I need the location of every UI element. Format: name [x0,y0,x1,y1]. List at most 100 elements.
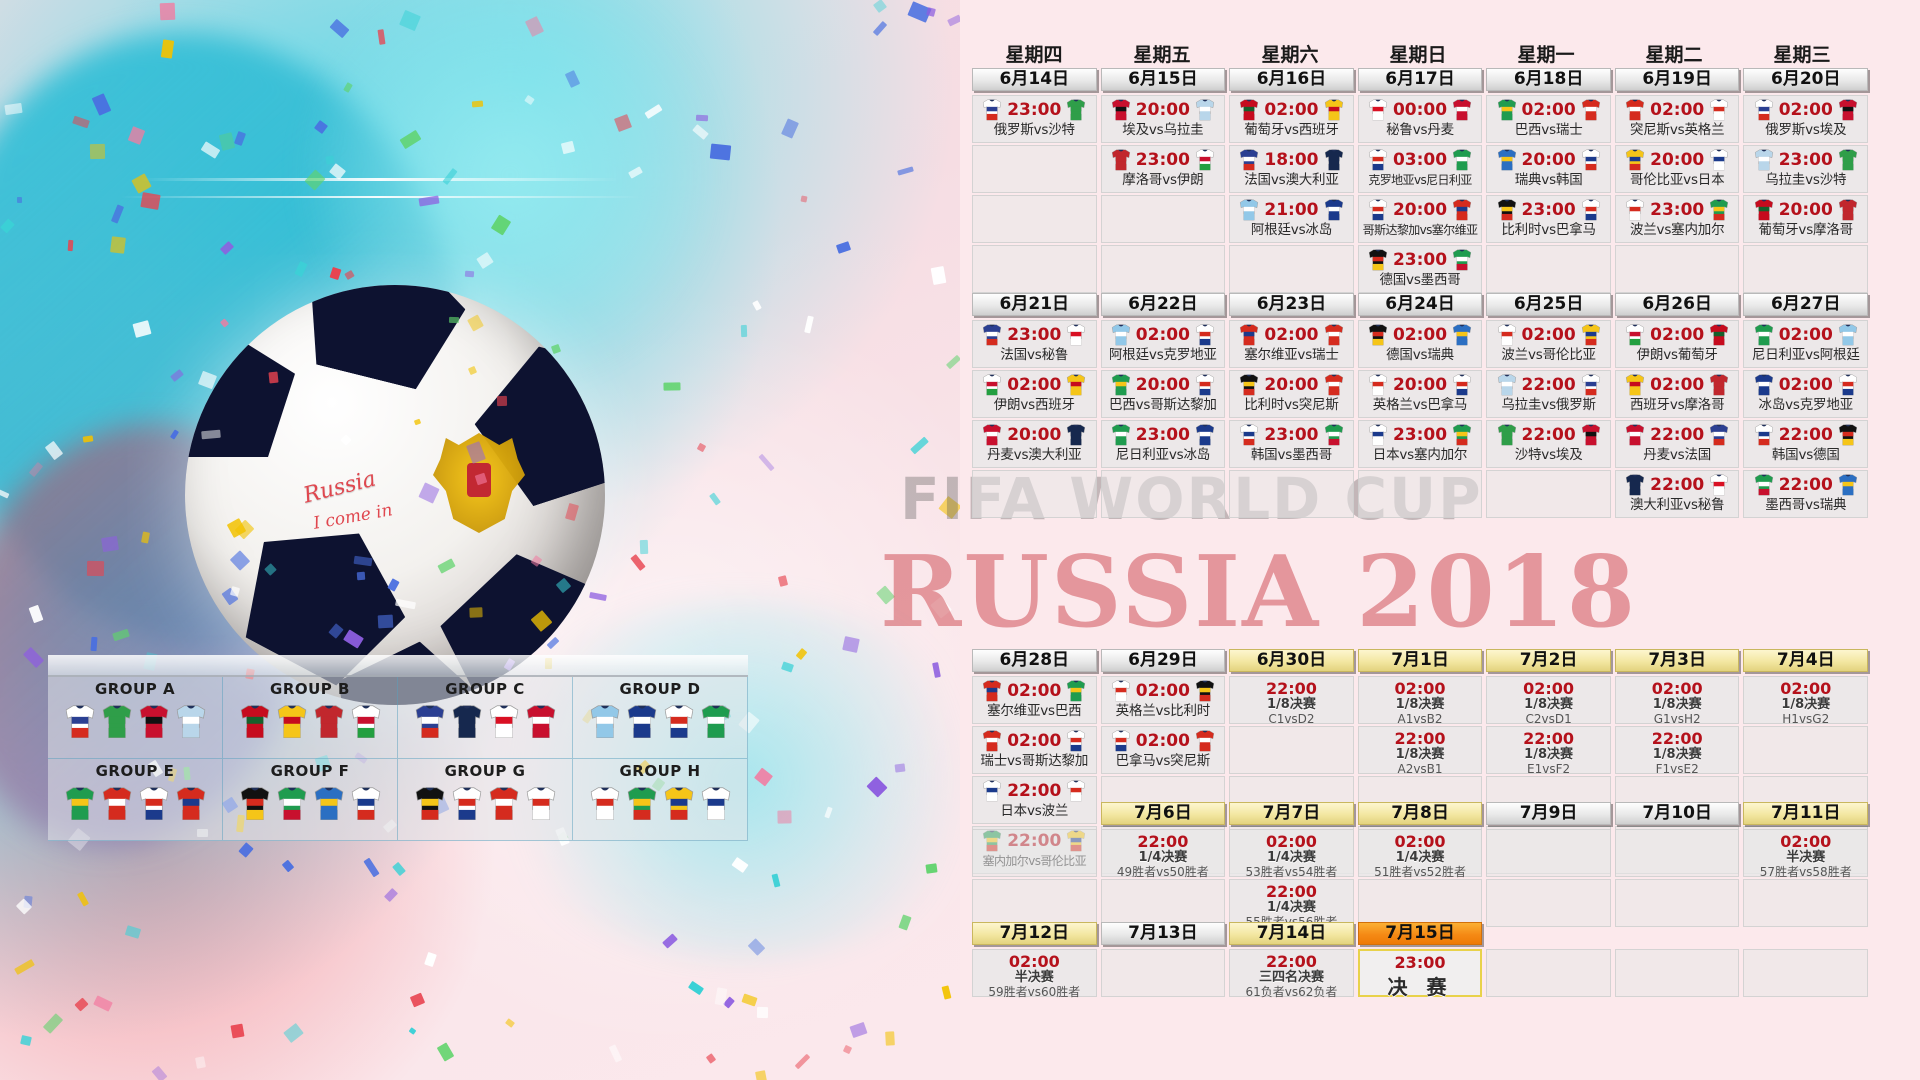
group-match-card[interactable]: 00:00 秘鲁vs丹麦 [1357,95,1483,143]
date-chip[interactable]: 7月14日 [1229,922,1354,945]
date-chip[interactable]: 7月15日 [1357,922,1483,945]
group-card-h[interactable]: GROUP H [573,759,748,841]
group-match-card[interactable]: 23:00 俄罗斯vs沙特 [972,95,1097,143]
group-card-d[interactable]: GROUP D [573,677,748,759]
group-card-a[interactable]: GROUP A [48,677,223,759]
group-match-card[interactable]: 22:00 丹麦vs法国 [1614,420,1740,468]
group-match-card[interactable]: 02:00 塞尔维亚vs巴西 [972,676,1097,724]
date-chip[interactable]: 7月10日 [1614,802,1740,825]
date-chip[interactable]: 7月12日 [972,922,1097,945]
date-chip[interactable]: 6月21日 [972,293,1097,316]
date-chip[interactable]: 6月25日 [1486,293,1611,316]
group-match-card[interactable]: 23:00 日本vs塞内加尔 [1357,420,1483,468]
date-chip[interactable]: 6月26日 [1614,293,1740,316]
date-chip[interactable]: 7月6日 [1100,802,1226,825]
group-match-card[interactable]: 23:00 德国vs墨西哥 [1357,245,1483,293]
group-match-card[interactable]: 22:00 乌拉圭vs俄罗斯 [1486,370,1611,418]
group-match-card[interactable]: 02:00 伊朗vs西班牙 [972,370,1097,418]
date-chip[interactable]: 7月13日 [1100,922,1226,945]
group-match-card[interactable]: 02:00 阿根廷vs克罗地亚 [1100,320,1226,368]
group-match-card[interactable]: 20:00 巴西vs哥斯达黎加 [1100,370,1226,418]
date-chip[interactable]: 6月20日 [1743,68,1869,91]
group-match-card[interactable]: 20:00 比利时vs突尼斯 [1229,370,1354,418]
date-chip[interactable]: 6月22日 [1100,293,1226,316]
knockout-match-card[interactable]: 02:00 1/4决赛 53胜者vs54胜者 [1229,829,1354,879]
group-match-card[interactable]: 22:00 沙特vs埃及 [1486,420,1611,468]
group-match-card[interactable]: 20:00 哥斯达黎加vs塞尔维亚 [1357,195,1483,243]
date-chip[interactable]: 7月4日 [1743,649,1869,672]
group-match-card[interactable]: 23:00 摩洛哥vs伊朗 [1100,145,1226,193]
knockout-match-card[interactable]: 02:00 1/8决赛 G1vsH2 [1614,676,1740,726]
knockout-match-card[interactable]: 02:00 1/8决赛 C2vsD1 [1486,676,1611,726]
group-match-card[interactable]: 02:00 巴西vs瑞士 [1486,95,1611,143]
knockout-match-card[interactable]: 22:00 1/4决赛 49胜者vs50胜者 [1100,829,1226,879]
group-match-card[interactable]: 23:00 韩国vs墨西哥 [1229,420,1354,468]
group-match-card[interactable]: 20:00 哥伦比亚vs日本 [1614,145,1740,193]
group-card-g[interactable]: GROUP G [398,759,573,841]
group-match-card[interactable]: 02:00 冰岛vs克罗地亚 [1743,370,1869,418]
group-match-card[interactable]: 23:00 波兰vs塞内加尔 [1614,195,1740,243]
group-match-card[interactable]: 02:00 英格兰vs比利时 [1100,676,1226,724]
group-match-card[interactable]: 23:00 比利时vs巴拿马 [1486,195,1611,243]
knockout-match-card[interactable]: 22:00 1/8决赛 E1vsF2 [1486,726,1611,776]
knockout-match-card[interactable]: 02:00 半决赛 59胜者vs60胜者 [972,949,1097,999]
group-match-card[interactable]: 20:00 葡萄牙vs摩洛哥 [1743,195,1869,243]
group-match-card[interactable]: 02:00 西班牙vs摩洛哥 [1614,370,1740,418]
group-card-f[interactable]: GROUP F [223,759,398,841]
group-match-card[interactable]: 20:00 丹麦vs澳大利亚 [972,420,1097,468]
group-match-card[interactable]: 22:00 日本vs波兰 [972,776,1097,824]
final-match-card[interactable]: 23:00 决 赛 [1357,949,1483,999]
group-match-card[interactable]: 21:00 阿根廷vs冰岛 [1229,195,1354,243]
group-match-card[interactable]: 02:00 尼日利亚vs阿根廷 [1743,320,1869,368]
group-match-card[interactable]: 18:00 法国vs澳大利亚 [1229,145,1354,193]
date-chip[interactable]: 7月9日 [1486,802,1611,825]
group-match-card[interactable]: 02:00 瑞士vs哥斯达黎加 [972,726,1097,774]
knockout-match-card[interactable]: 22:00 三四名决赛 61负者vs62负者 [1229,949,1354,999]
knockout-match-card[interactable]: 02:00 1/4决赛 51胜者vs52胜者 [1357,829,1483,879]
group-match-card[interactable]: 02:00 俄罗斯vs埃及 [1743,95,1869,143]
knockout-match-card[interactable]: 22:00 1/8决赛 F1vsE2 [1614,726,1740,776]
date-chip[interactable]: 7月11日 [1743,802,1869,825]
group-card-e[interactable]: GROUP E [48,759,223,841]
date-chip[interactable]: 6月29日 [1100,649,1226,672]
date-chip[interactable]: 6月17日 [1357,68,1483,91]
group-match-card[interactable]: 23:00 法国vs秘鲁 [972,320,1097,368]
date-chip[interactable]: 7月1日 [1357,649,1483,672]
date-chip[interactable]: 6月18日 [1486,68,1611,91]
group-match-card[interactable]: 02:00 塞尔维亚vs瑞士 [1229,320,1354,368]
date-chip[interactable]: 6月19日 [1614,68,1740,91]
group-match-card[interactable]: 03:00 克罗地亚vs尼日利亚 [1357,145,1483,193]
date-chip[interactable]: 6月28日 [972,649,1097,672]
group-match-card[interactable]: 20:00 瑞典vs韩国 [1486,145,1611,193]
group-match-card[interactable]: 02:00 葡萄牙vs西班牙 [1229,95,1354,143]
knockout-match-card[interactable]: 02:00 半决赛 57胜者vs58胜者 [1743,829,1869,879]
group-card-b[interactable]: GROUP B [223,677,398,759]
knockout-match-card[interactable]: 22:00 1/8决赛 C1vsD2 [1229,676,1354,726]
group-match-card[interactable]: 22:00 澳大利亚vs秘鲁 [1614,470,1740,518]
date-chip[interactable]: 6月24日 [1357,293,1483,316]
date-chip[interactable]: 6月27日 [1743,293,1869,316]
date-chip[interactable]: 6月16日 [1229,68,1354,91]
date-chip[interactable]: 7月3日 [1614,649,1740,672]
date-chip[interactable]: 6月14日 [972,68,1097,91]
date-chip[interactable]: 6月30日 [1229,649,1354,672]
group-match-card[interactable]: 02:00 突尼斯vs英格兰 [1614,95,1740,143]
group-match-card[interactable]: 02:00 德国vs瑞典 [1357,320,1483,368]
knockout-match-card[interactable]: 22:001/4决赛55胜者vs56胜者 [1229,879,1354,929]
group-match-card[interactable]: 20:00 埃及vs乌拉圭 [1100,95,1226,143]
group-match-card[interactable]: 02:00 伊朗vs葡萄牙 [1614,320,1740,368]
group-match-card[interactable]: 22:00 韩国vs德国 [1743,420,1869,468]
knockout-match-card[interactable]: 02:00 1/8决赛 A1vsB2 [1357,676,1483,726]
date-chip[interactable]: 6月15日 [1100,68,1226,91]
group-match-card[interactable]: 20:00 英格兰vs巴拿马 [1357,370,1483,418]
date-chip[interactable]: 7月7日 [1229,802,1354,825]
group-card-c[interactable]: GROUP C [398,677,573,759]
knockout-match-card[interactable]: 02:00 1/8决赛 H1vsG2 [1743,676,1869,726]
date-chip[interactable]: 7月2日 [1486,649,1611,672]
group-match-card[interactable]: 22:00 墨西哥vs瑞典 [1743,470,1869,518]
group-match-card[interactable]: 23:00 尼日利亚vs冰岛 [1100,420,1226,468]
date-chip[interactable]: 7月8日 [1357,802,1483,825]
date-chip[interactable]: 6月23日 [1229,293,1354,316]
group-match-card[interactable]: 02:00 波兰vs哥伦比亚 [1486,320,1611,368]
knockout-match-card[interactable]: 22:00 1/8决赛 A2vsB1 [1357,726,1483,776]
